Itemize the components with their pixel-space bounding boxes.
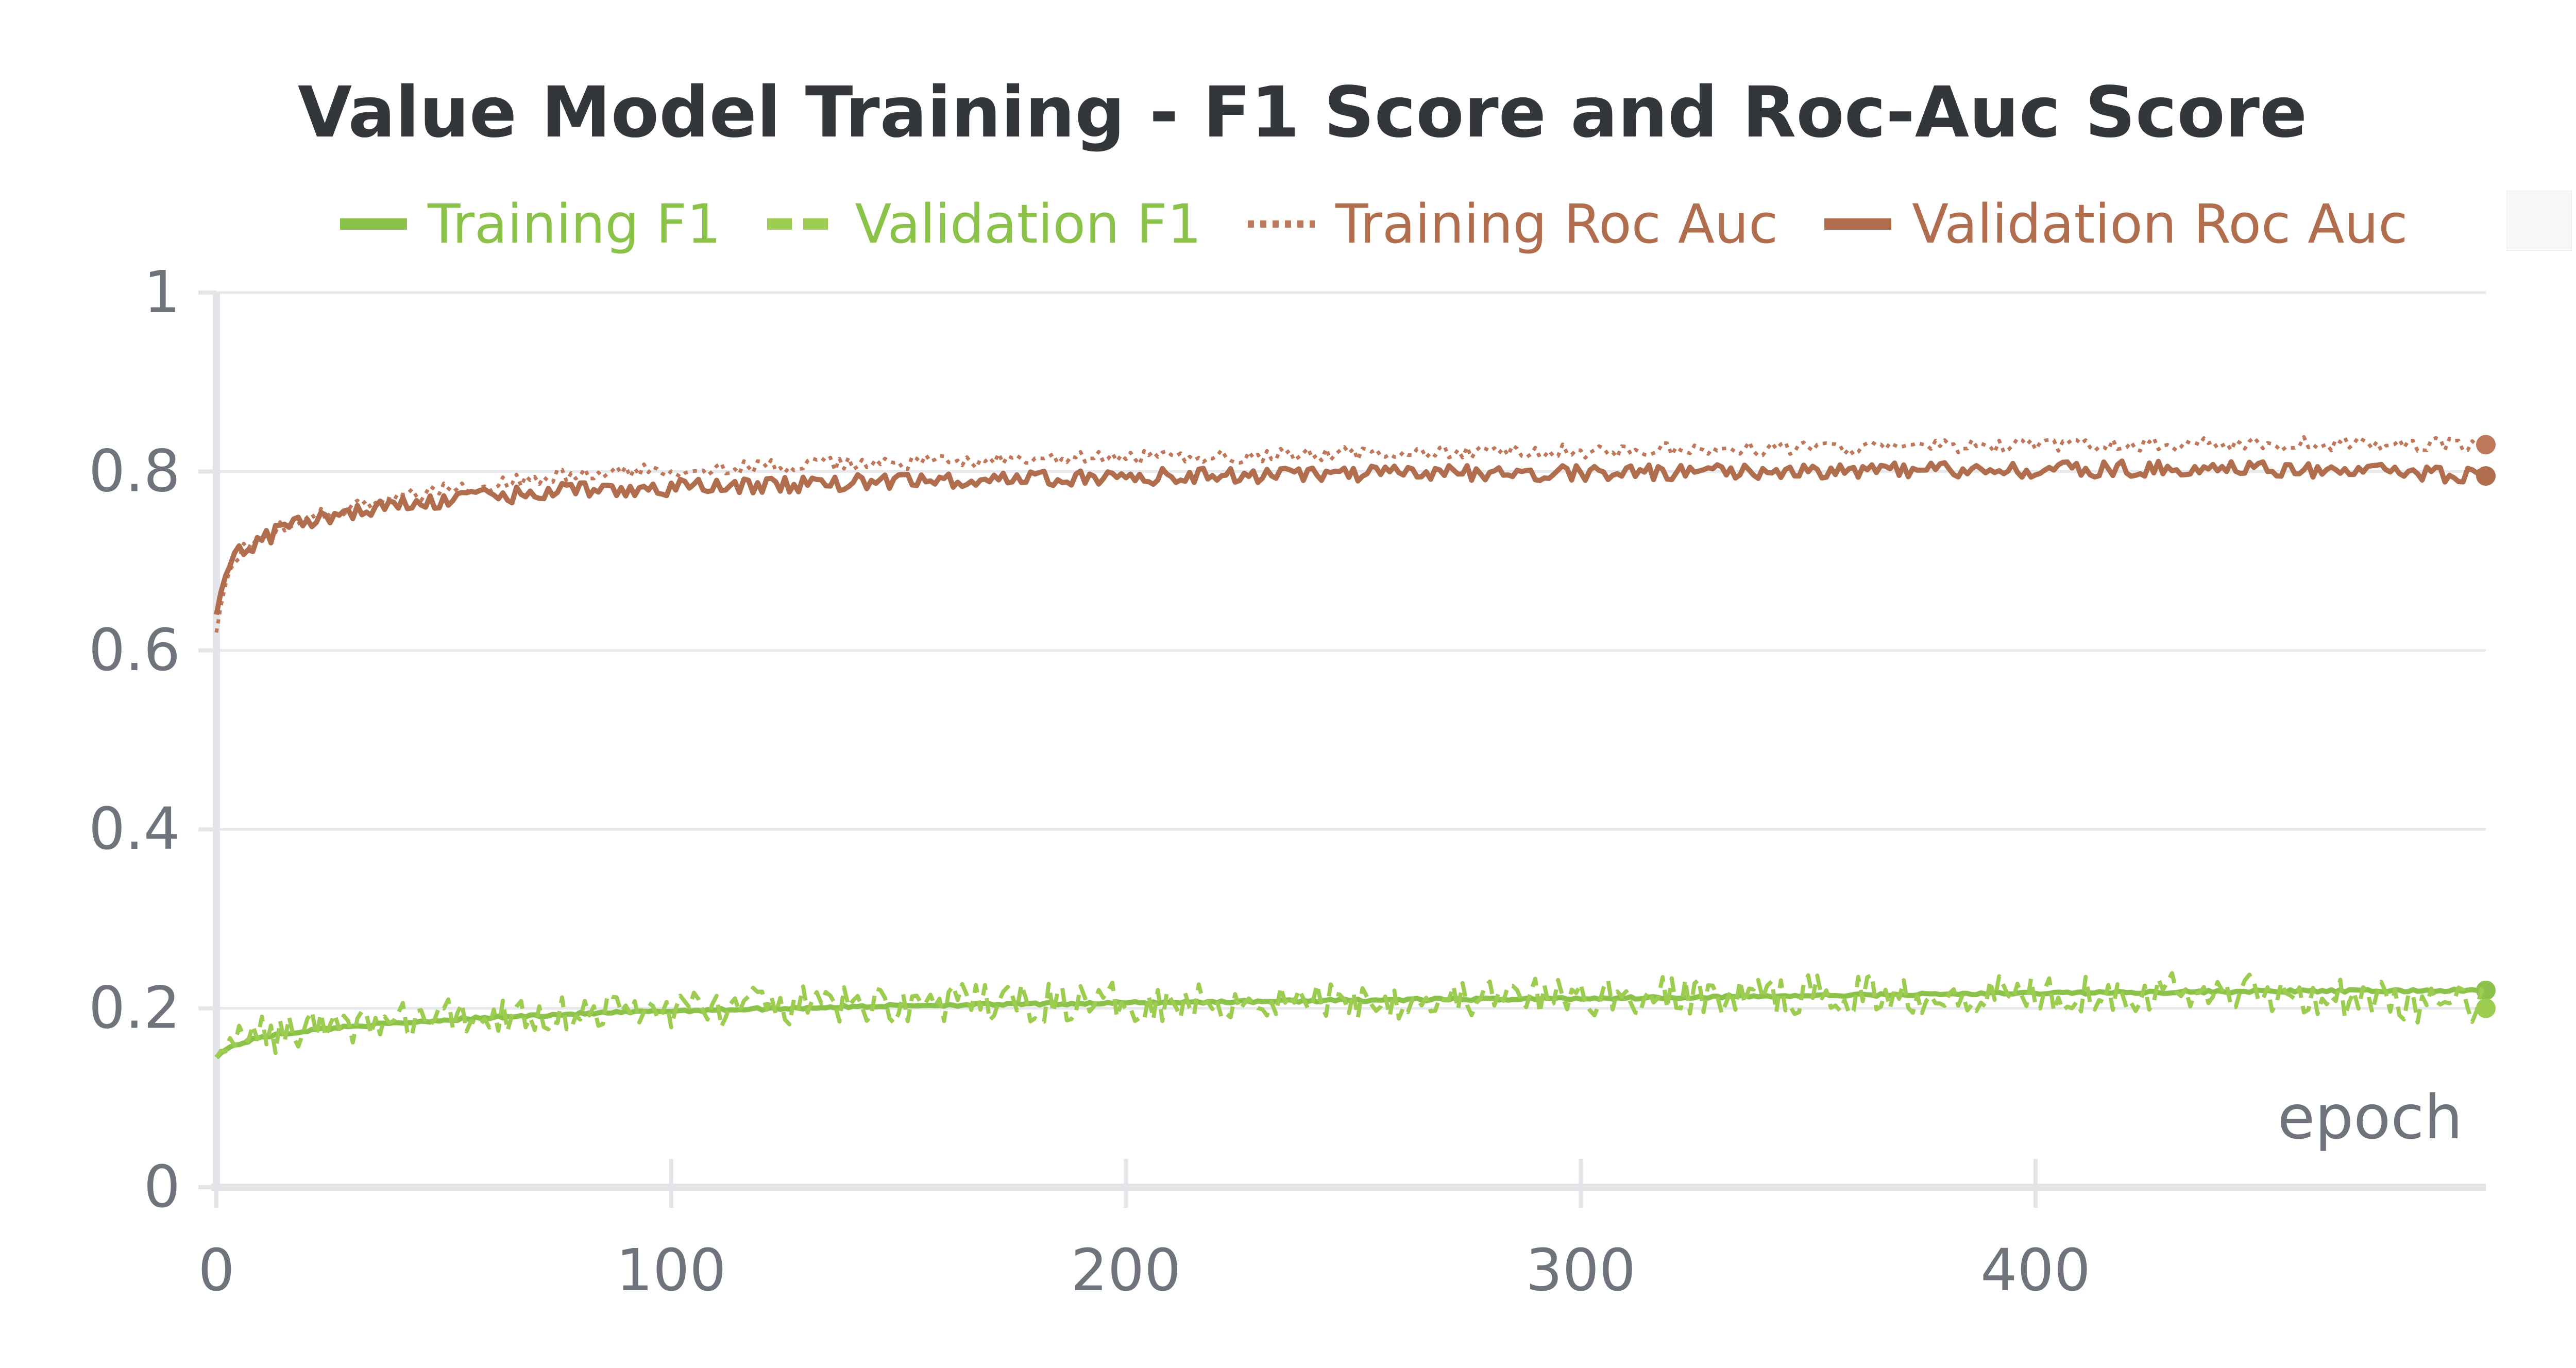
series-layer (214, 435, 2496, 1059)
series-end-marker-1 (2476, 998, 2496, 1018)
legend-item-training-f1[interactable]: Training F1 (340, 193, 721, 255)
y-tick-label: 1 (144, 259, 180, 326)
legend-toggle-widget[interactable] (2506, 191, 2572, 251)
series-line-3 (214, 458, 2488, 615)
x-axis-label: epoch (2278, 1082, 2463, 1153)
series-line-2 (214, 435, 2487, 633)
legend-label-training-roc-auc: Training Roc Auc (1335, 193, 1778, 255)
legend-label-validation-roc-auc: Validation Roc Auc (1912, 193, 2408, 255)
axis-labels: 0 0.2 0.4 0.6 0.8 1 0 100 200 300 400 epoch (89, 259, 2463, 1304)
axes (198, 290, 2486, 1208)
chart-title: Value Model Training - F1 Score and Roc-… (297, 72, 2308, 153)
x-tick-label: 300 (1526, 1237, 1636, 1304)
series-end-marker-2 (2476, 435, 2496, 455)
series-end-marker-3 (2476, 466, 2496, 486)
legend-swatch-training-f1 (340, 218, 407, 230)
legend-item-validation-roc-auc[interactable]: Validation Roc Auc (1824, 193, 2408, 255)
legend-label-training-f1: Training F1 (428, 193, 721, 255)
legend-item-validation-f1[interactable]: Validation F1 (767, 193, 1201, 255)
series-line-1 (214, 971, 2488, 1059)
legend-label-validation-f1: Validation F1 (855, 193, 1202, 255)
y-tick-label: 0.4 (89, 796, 180, 863)
y-tick-label: 0 (144, 1154, 180, 1221)
legend-item-training-roc-auc[interactable]: Training Roc Auc (1248, 193, 1778, 255)
legend-swatch-validation-f1 (767, 218, 835, 230)
legend-swatch-validation-roc-auc (1824, 218, 1892, 230)
x-tick-label: 0 (198, 1237, 234, 1304)
x-tick-label: 100 (616, 1237, 726, 1304)
x-tick-label: 200 (1071, 1237, 1181, 1304)
legend: Training F1 Validation F1 Training Roc A… (340, 191, 2408, 258)
y-tick-label: 0.6 (89, 617, 180, 684)
y-tick-label: 0.8 (89, 438, 180, 505)
gridlines (216, 291, 2486, 1010)
y-tick-label: 0.2 (89, 975, 180, 1042)
x-tick-label: 400 (1980, 1237, 2091, 1304)
